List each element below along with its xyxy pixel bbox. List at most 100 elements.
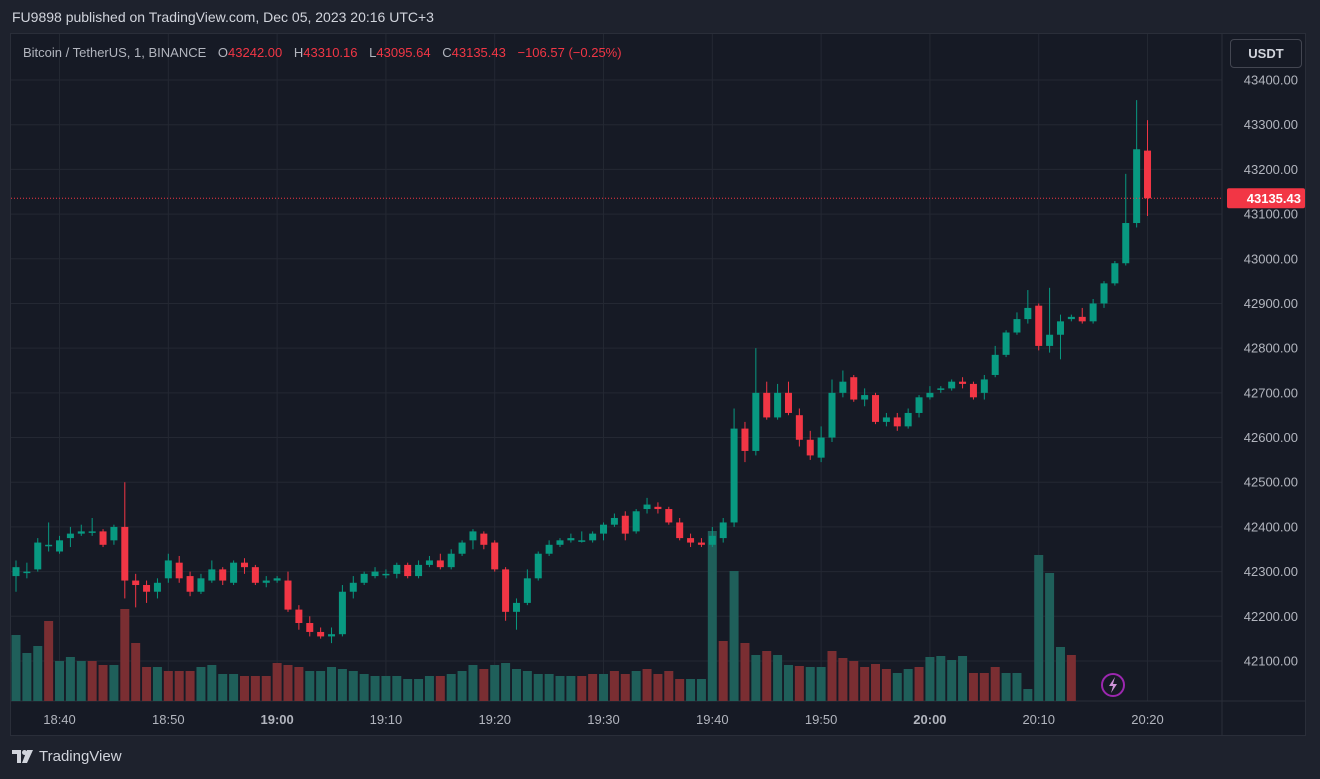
volume-bar xyxy=(762,651,772,701)
volume-bar xyxy=(403,679,413,701)
candle-body xyxy=(56,540,64,552)
volume-bar xyxy=(968,673,978,701)
candle-body xyxy=(66,533,74,539)
volume-bar xyxy=(675,679,685,701)
volume-bar xyxy=(359,674,369,701)
footer-brand[interactable]: TradingView xyxy=(12,748,122,765)
currency-button[interactable]: USDT xyxy=(1230,39,1302,68)
volume-bar xyxy=(849,661,859,701)
candle-body xyxy=(534,553,542,579)
volume-bar xyxy=(979,673,989,701)
candle-body xyxy=(491,542,499,570)
last-price-label: 43135.43 xyxy=(1247,191,1301,206)
volume-bar xyxy=(424,676,434,701)
price-tick-label: 43400.00 xyxy=(1244,73,1298,88)
volume-bar xyxy=(316,671,326,701)
time-tick-label: 19:40 xyxy=(696,712,729,727)
candle-body xyxy=(306,623,314,632)
candle-body xyxy=(175,562,183,579)
candle-body xyxy=(654,506,662,510)
volume-bar xyxy=(642,669,652,701)
candle-body xyxy=(219,569,227,581)
volume-bar xyxy=(609,671,619,701)
volume-bar xyxy=(229,674,239,701)
candle-body xyxy=(589,533,597,541)
volume-bars xyxy=(11,531,1076,701)
candle-body xyxy=(1100,283,1108,304)
candle-body xyxy=(99,531,107,545)
price-tick-label: 42500.00 xyxy=(1244,475,1298,490)
candle-body xyxy=(600,524,608,534)
candle-body xyxy=(1046,334,1054,346)
volume-bar xyxy=(1012,673,1022,701)
candle-body xyxy=(523,578,531,603)
candle-body xyxy=(643,504,651,510)
candle-body xyxy=(556,540,564,545)
candle-body xyxy=(88,531,96,533)
volume-bar xyxy=(152,667,162,701)
high-value: 43310.16 xyxy=(303,45,358,60)
volume-bar xyxy=(381,676,391,701)
candle-body xyxy=(502,569,510,612)
candle-body xyxy=(404,564,412,577)
candle-body xyxy=(284,580,292,610)
candle-body xyxy=(948,381,956,389)
price-tick-label: 42400.00 xyxy=(1244,519,1298,534)
volume-bar xyxy=(729,571,739,701)
candle-body xyxy=(251,567,259,583)
candle-body xyxy=(328,634,336,637)
price-tick-label: 42300.00 xyxy=(1244,564,1298,579)
volume-bar xyxy=(588,674,598,701)
volume-bar xyxy=(261,676,271,701)
candle-body xyxy=(752,392,760,451)
candle-body xyxy=(197,578,205,592)
candle-body xyxy=(1013,319,1021,333)
candle-body xyxy=(708,535,716,545)
candle-body xyxy=(317,631,325,637)
candle-body xyxy=(926,392,934,398)
low-value: 43095.64 xyxy=(376,45,431,60)
volume-bar xyxy=(479,669,489,701)
candle-body xyxy=(512,602,520,612)
price-tick-label: 43300.00 xyxy=(1244,117,1298,132)
volume-bar xyxy=(98,665,108,701)
candle-body xyxy=(763,392,771,418)
candle-body xyxy=(828,392,836,438)
candle-body xyxy=(447,553,455,568)
candle-body xyxy=(697,542,705,545)
candle-body xyxy=(774,392,782,418)
low-label: L xyxy=(369,45,377,60)
candle-body xyxy=(77,531,85,534)
time-tick-label: 19:30 xyxy=(587,712,620,727)
volume-bar xyxy=(838,658,848,701)
volume-bar xyxy=(696,679,706,701)
candle-body xyxy=(730,428,738,523)
volume-bar xyxy=(370,676,380,701)
open-value: 43242.00 xyxy=(228,45,283,60)
open-label: O xyxy=(217,45,229,60)
chart-grid xyxy=(11,34,1306,735)
volume-bar xyxy=(120,609,130,701)
volume-bar xyxy=(109,665,119,701)
volume-bar xyxy=(958,656,968,701)
chart-pane[interactable] xyxy=(10,33,1306,736)
time-tick-label: 18:40 xyxy=(43,712,76,727)
price-tick-label: 42900.00 xyxy=(1244,296,1298,311)
volume-bar xyxy=(816,667,826,701)
alert-lightning-icon[interactable] xyxy=(1101,673,1125,697)
tradingview-logo-icon xyxy=(12,750,33,763)
candle-body xyxy=(861,395,869,400)
volume-bar xyxy=(860,667,870,701)
footer-brand-label: TradingView xyxy=(39,748,122,765)
candle-body xyxy=(839,381,847,393)
time-tick-label: 20:00 xyxy=(913,712,946,727)
volume-bar xyxy=(11,635,21,701)
high-label: H xyxy=(293,45,304,60)
volume-bar xyxy=(490,665,500,701)
volume-bar xyxy=(1045,573,1055,701)
candle-body xyxy=(1024,307,1032,320)
candle-body xyxy=(262,580,270,583)
volume-bar xyxy=(218,674,228,701)
candle-body xyxy=(850,377,858,400)
